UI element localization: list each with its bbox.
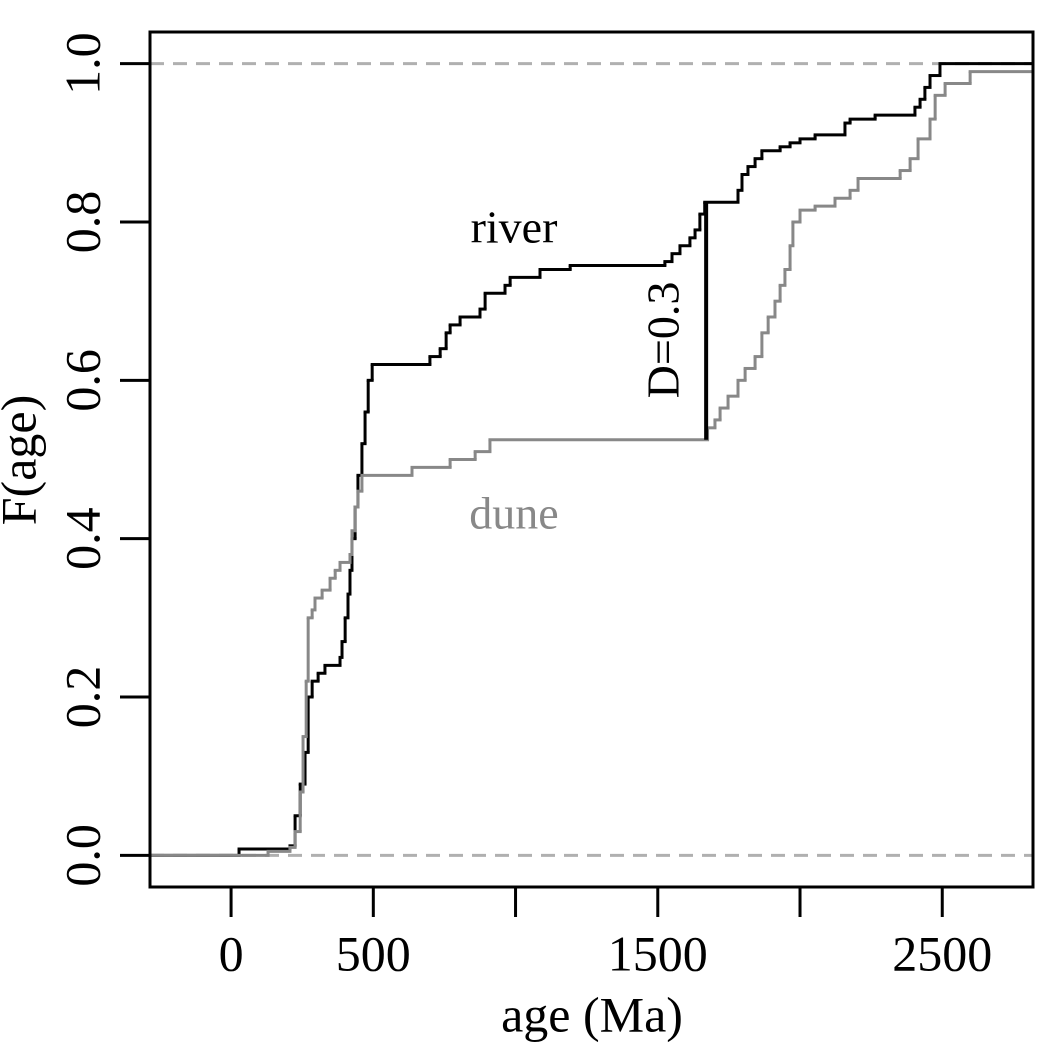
x-tick-label: 500 [336, 925, 411, 981]
annotation: river [471, 202, 558, 253]
x-tick-label: 1500 [608, 925, 708, 981]
y-tick-label: 0.6 [54, 349, 110, 412]
annotation: dune [469, 488, 558, 539]
y-tick-label: 0.2 [54, 666, 110, 729]
y-tick-label: 0.4 [54, 507, 110, 570]
plot-frame [148, 30, 1035, 889]
y-axis-label: F(age) [0, 395, 46, 526]
y-tick-label: 0.8 [54, 191, 110, 254]
annotation: D=0.3 [638, 282, 689, 399]
y-tick-label: 1.0 [54, 32, 110, 95]
x-axis-label: age (Ma) [501, 986, 683, 1042]
x-tick-label: 2500 [892, 925, 992, 981]
x-tick-label: 0 [219, 925, 244, 981]
y-tick-label: 0.0 [54, 824, 110, 887]
